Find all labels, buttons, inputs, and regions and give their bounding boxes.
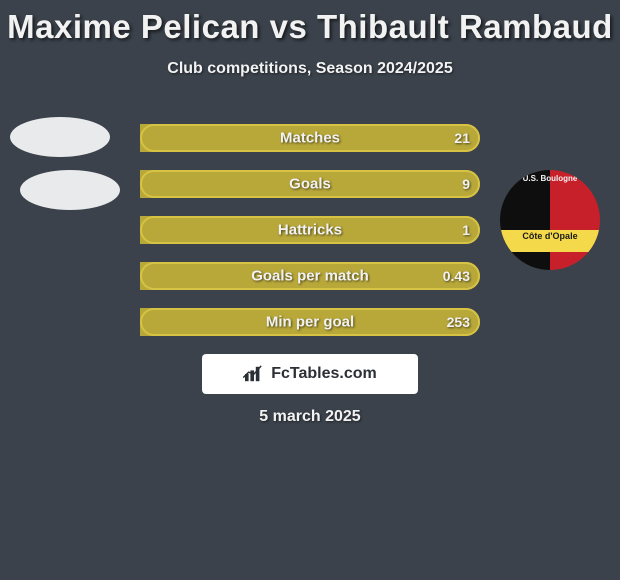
stat-rows: Matches21 Goals9 Hattricks1 Goals per match… [140, 124, 480, 354]
badge-placeholder-left [10, 117, 110, 157]
stat-row: Hattricks1 [140, 216, 480, 244]
stat-row: Matches21 [140, 124, 480, 152]
logo-half-right [550, 170, 600, 270]
club-logo-right: U.S. Boulogne Côte d'Opale [500, 170, 600, 270]
logo-half-left [500, 170, 550, 270]
bar-right [140, 216, 480, 244]
brand-label: FcTables.com [271, 365, 377, 383]
bar-right [140, 124, 480, 152]
date: 5 march 2025 [0, 408, 620, 426]
bar-right [140, 308, 480, 336]
bar-right [140, 262, 480, 290]
stat-row: Min per goal253 [140, 308, 480, 336]
stat-row: Goals per match0.43 [140, 262, 480, 290]
bar-right [140, 170, 480, 198]
page-title: Maxime Pelican vs Thibault Rambaud [0, 0, 620, 46]
subtitle: Club competitions, Season 2024/2025 [0, 60, 620, 78]
brand-box[interactable]: FcTables.com [202, 354, 418, 394]
logo-top-text: U.S. Boulogne [500, 174, 600, 183]
logo-band: Côte d'Opale [500, 230, 600, 252]
bar-chart-icon [243, 365, 265, 383]
stat-row: Goals9 [140, 170, 480, 198]
badge-placeholder-left [20, 170, 120, 210]
